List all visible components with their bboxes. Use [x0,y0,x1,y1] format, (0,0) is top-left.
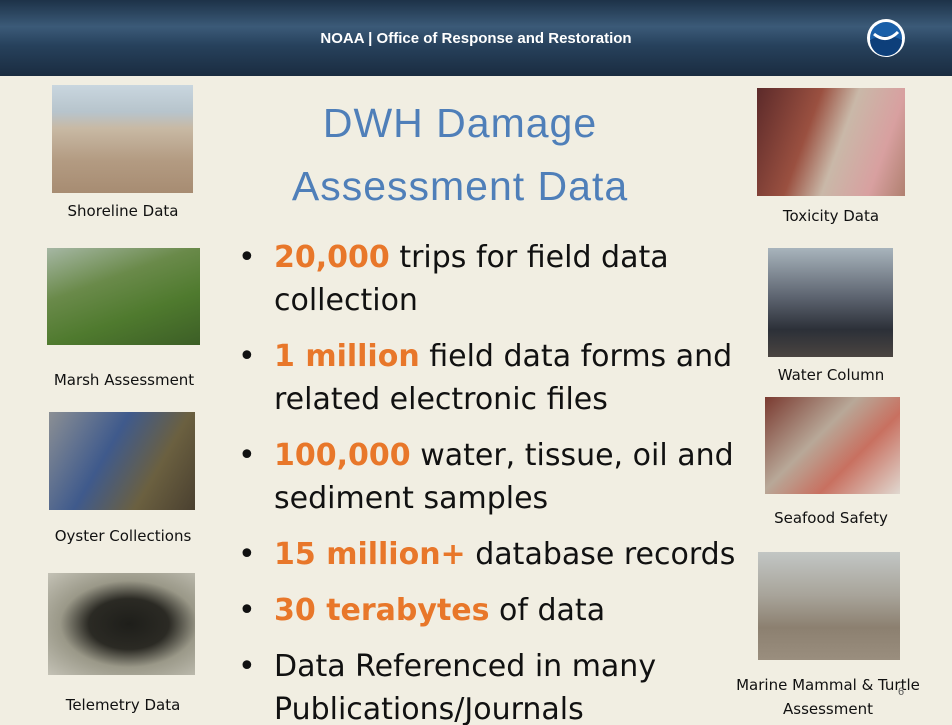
photo [757,88,905,196]
caption: Telemetry Data [28,696,218,714]
bullet-item: 15 million+ database records [238,533,748,576]
bullet-item: 1 million field data forms and related e… [238,335,748,421]
bullet-text: of data [499,593,605,628]
bullet-list: 20,000 trips for field data collection 1 … [238,236,748,725]
bullet-highlight: 30 terabytes [274,593,490,628]
bullet-highlight: 15 million+ [274,537,466,572]
noaa-logo [866,18,906,58]
photo [768,248,893,357]
caption: Toxicity Data [740,207,922,225]
caption: Oyster Collections [28,527,218,545]
photo [52,85,193,193]
bullet-text: Data Referenced in many Publications/Jou… [274,649,656,725]
header-banner: NOAA | Office of Response and Restoratio… [0,0,952,76]
photo [48,573,195,675]
bullet-item: 100,000 water, tissue, oil and sediment … [238,434,748,520]
caption: Water Column [740,366,922,384]
bullet-item: 20,000 trips for field data collection [238,236,748,322]
bullet-highlight: 20,000 [274,240,390,275]
caption: Seafood Safety [740,509,922,527]
bullet-highlight: 1 million [274,339,420,374]
caption: Marsh Assessment [28,371,220,389]
bullet-item: Data Referenced in many Publications/Jou… [238,645,748,725]
bullet-item: 30 terabytes of data [238,589,748,632]
page-number: 6 [898,686,904,698]
photo [47,248,200,345]
photo [765,397,900,494]
slide-title: DWH Damage Assessment Data [270,92,650,218]
caption: Shoreline Data [30,202,216,220]
bullet-text: database records [475,537,735,572]
header-title: NOAA | Office of Response and Restoratio… [0,30,952,47]
photo [758,552,900,660]
photo [49,412,195,510]
bullet-highlight: 100,000 [274,438,411,473]
slide: NOAA | Office of Response and Restoratio… [0,0,952,725]
